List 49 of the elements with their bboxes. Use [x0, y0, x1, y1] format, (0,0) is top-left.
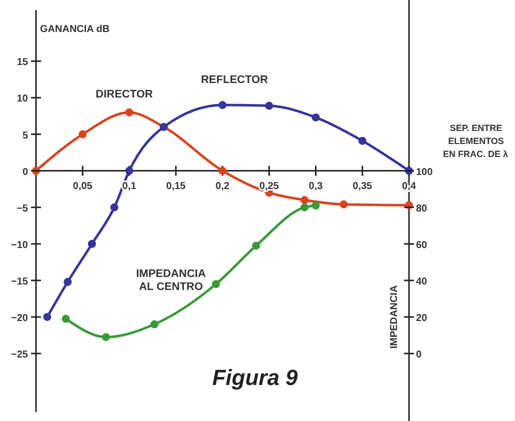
x-tick-label: 0,15 — [166, 180, 186, 192]
point — [218, 166, 226, 175]
point — [265, 102, 274, 110]
y-tick-label: 10 — [16, 94, 28, 105]
point — [125, 108, 134, 116]
point — [43, 312, 52, 321]
point — [252, 242, 260, 250]
x-tick-label: 0,05 — [72, 180, 93, 192]
point — [78, 130, 87, 138]
text: Figura 9 — [212, 365, 299, 390]
point — [340, 200, 348, 208]
x-tick-label: 0,2 — [216, 180, 230, 192]
x-tick-label: 0,25 — [259, 180, 280, 192]
point — [150, 320, 158, 328]
point — [88, 240, 96, 248]
x-axis-title: SEP. ENTRE ELEMENTOS EN FRAC. DE λ — [442, 122, 508, 159]
y2-tick-label: 100 — [416, 166, 434, 178]
y-tick-label: −20 — [11, 312, 28, 324]
y-tick-label: −5 — [16, 203, 28, 214]
x-tick-label: 0,3 — [308, 180, 324, 192]
y-tick-label: −10 — [11, 240, 28, 251]
y-axis-title: GANANCIA dB — [40, 24, 110, 35]
series-label: REFLECTOR — [200, 74, 268, 86]
y-tick-label: −25 — [11, 350, 28, 361]
point — [62, 314, 70, 323]
y2-tick-label: 0 — [416, 350, 422, 361]
series-label: DIRECTOR — [96, 88, 153, 100]
series-label: IMPEDANCIA AL CENTRO — [136, 268, 206, 294]
y2-tick-label: 20 — [416, 312, 428, 324]
point — [312, 113, 320, 122]
point — [312, 202, 320, 210]
y-tick-label: 0 — [22, 166, 28, 178]
point — [218, 101, 226, 110]
point — [300, 203, 309, 212]
y-tick-label: 5 — [22, 130, 28, 142]
y2-tick-label: 40 — [416, 276, 428, 288]
point — [64, 278, 72, 286]
y2-tick-label: 60 — [416, 240, 428, 251]
point — [125, 166, 134, 175]
point — [300, 196, 309, 204]
point — [102, 333, 110, 342]
y-tick-label: 15 — [16, 57, 28, 68]
y2-tick-label: 80 — [416, 203, 428, 214]
y2-axis-title: IMPEDANCIA — [389, 285, 400, 349]
point — [110, 203, 118, 212]
point — [358, 136, 366, 145]
point — [212, 280, 220, 288]
x-tick-label: 0,35 — [352, 180, 373, 192]
y-tick-label: −15 — [11, 276, 28, 288]
